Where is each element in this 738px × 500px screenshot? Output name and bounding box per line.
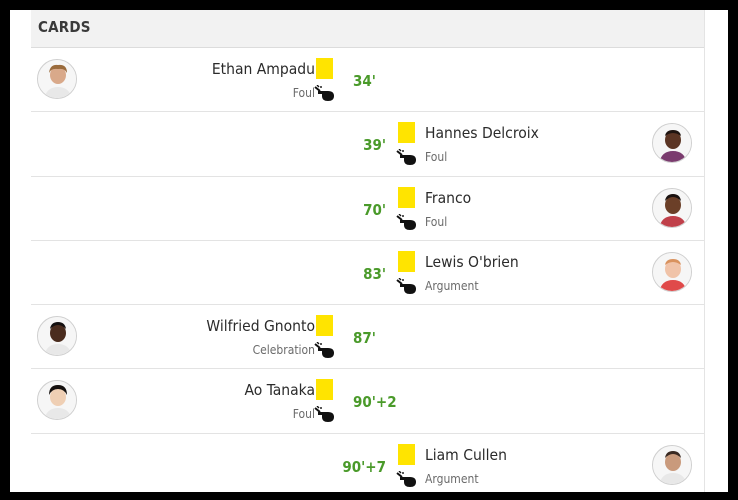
cards-header: CARDS <box>31 10 704 48</box>
player-avatar[interactable] <box>37 59 77 99</box>
player-avatar[interactable] <box>652 187 692 228</box>
player-name[interactable]: Franco <box>425 188 472 207</box>
event-minute: 87' <box>353 329 376 348</box>
player-name[interactable]: Lewis O'brien <box>425 252 519 271</box>
card-reason: Foul <box>425 150 448 165</box>
player-avatar[interactable] <box>37 316 77 357</box>
whistle-icon <box>396 213 418 230</box>
card-event-row[interactable]: 70' Franco Foul <box>31 177 704 241</box>
cards-list: Ethan Ampadu Foul 34' 39' Hannes Delcroi… <box>31 48 704 492</box>
player-name[interactable]: Ethan Ampadu <box>211 60 315 78</box>
player-name[interactable]: Wilfried Gnonto <box>206 317 315 336</box>
yellow-card-icon <box>316 58 333 79</box>
cards-panel: CARDS Ethan Ampadu Foul 34' 39' Hannes D… <box>10 10 728 492</box>
section-title: CARDS <box>38 18 91 36</box>
yellow-card-icon <box>316 315 333 337</box>
whistle-icon <box>314 85 336 101</box>
yellow-card-icon <box>398 186 415 208</box>
card-reason: Foul <box>292 86 315 100</box>
whistle-icon <box>314 342 336 359</box>
whistle-icon <box>396 470 418 487</box>
card-event-row[interactable]: 83' Lewis O'brien Argument <box>31 241 704 306</box>
player-avatar[interactable] <box>652 251 692 292</box>
scrollbar-track[interactable] <box>704 10 728 492</box>
event-minute: 34' <box>353 72 376 90</box>
yellow-card-icon <box>398 122 415 144</box>
card-event-row[interactable]: Ethan Ampadu Foul 34' <box>31 48 704 113</box>
yellow-card-icon <box>398 443 415 465</box>
player-avatar[interactable] <box>652 123 692 164</box>
card-reason: Argument <box>425 471 479 486</box>
event-minute: 90'+7 <box>342 457 386 476</box>
whistle-icon <box>314 406 336 423</box>
yellow-card-icon <box>316 379 333 401</box>
card-reason: Argument <box>425 278 479 293</box>
event-minute: 39' <box>363 136 386 155</box>
player-name[interactable]: Ao Tanaka <box>244 381 315 400</box>
whistle-icon <box>396 149 418 166</box>
card-reason: Foul <box>425 214 448 229</box>
event-minute: 70' <box>363 200 386 219</box>
card-event-row[interactable]: 90'+7 Liam Cullen Argument <box>31 434 704 492</box>
card-reason: Foul <box>292 407 315 422</box>
player-avatar[interactable] <box>37 380 77 421</box>
card-event-row[interactable]: 39' Hannes Delcroix Foul <box>31 112 704 177</box>
event-minute: 90'+2 <box>353 393 397 412</box>
player-name[interactable]: Liam Cullen <box>425 445 507 464</box>
yellow-card-icon <box>398 250 415 272</box>
player-name[interactable]: Hannes Delcroix <box>425 124 539 143</box>
card-reason: Celebration <box>252 343 315 358</box>
event-minute: 83' <box>363 264 386 283</box>
player-avatar[interactable] <box>652 444 692 485</box>
card-event-row[interactable]: Ao Tanaka Foul 90'+2 <box>31 369 704 434</box>
whistle-icon <box>396 277 418 294</box>
card-event-row[interactable]: Wilfried Gnonto Celebration 87' <box>31 305 704 370</box>
